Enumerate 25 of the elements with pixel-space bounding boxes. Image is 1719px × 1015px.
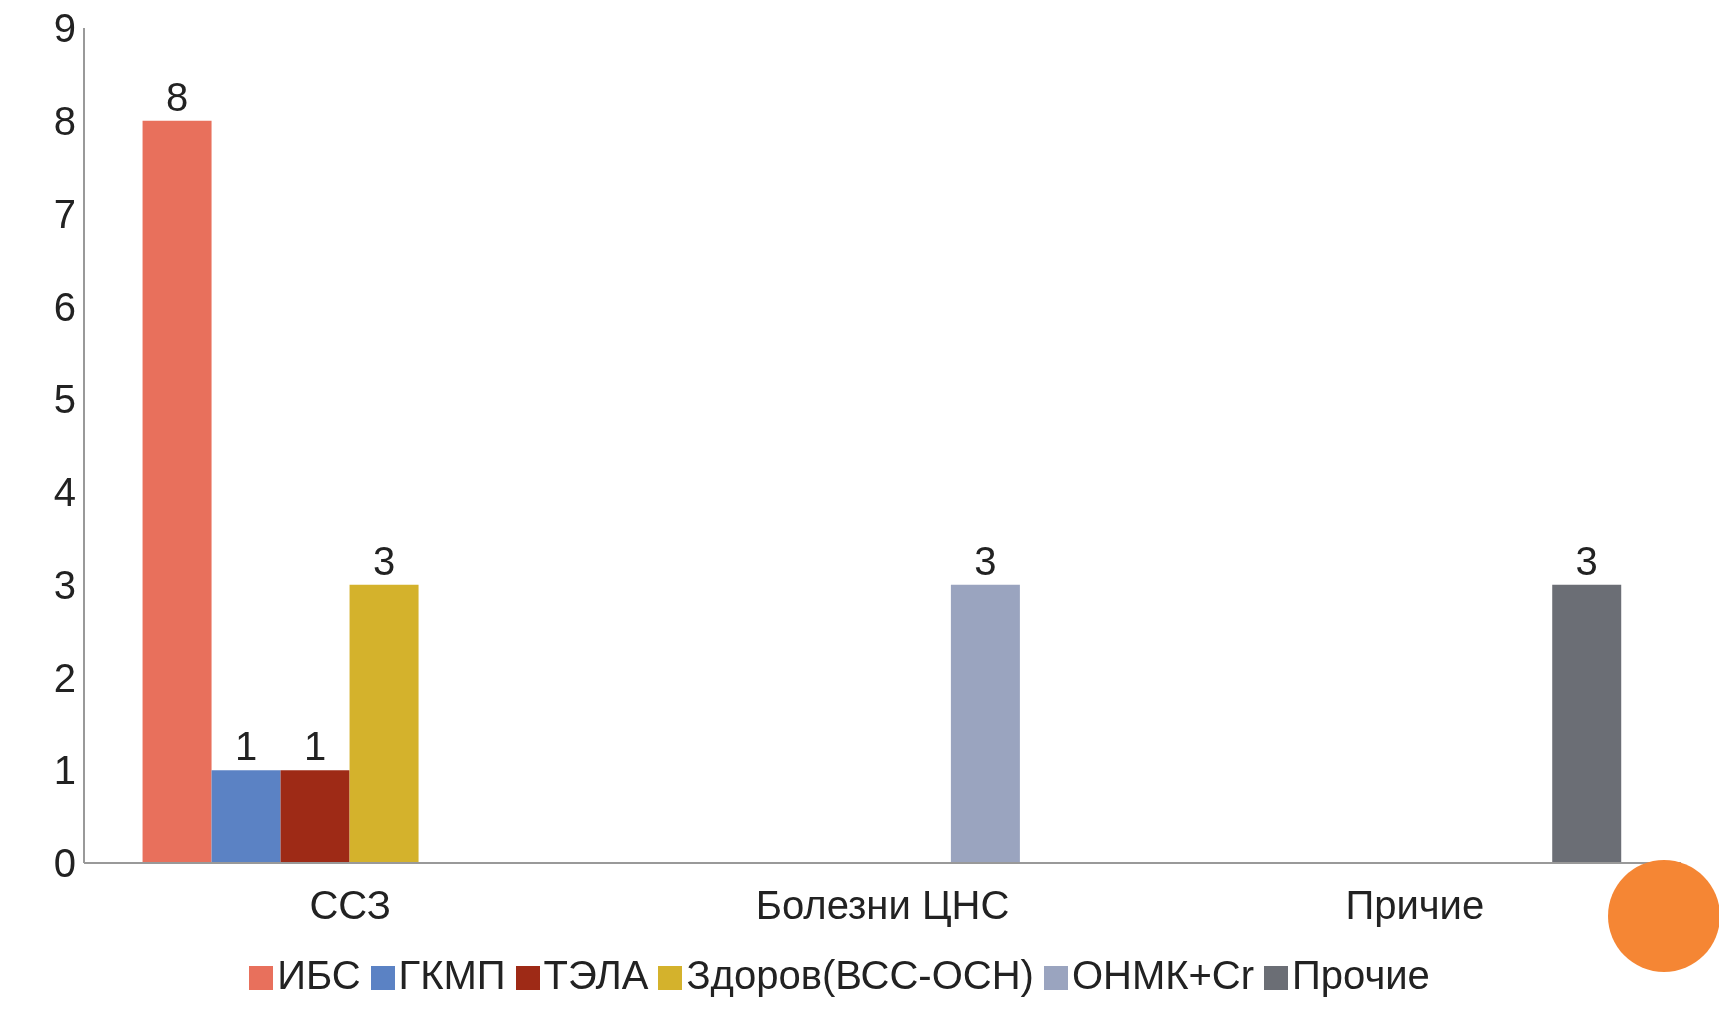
y-tick-label: 6 <box>53 284 76 329</box>
data-label: 8 <box>165 74 189 119</box>
y-tick-label: 5 <box>53 377 76 422</box>
y-tick-label: 4 <box>53 470 76 515</box>
data-label: 1 <box>234 724 258 769</box>
x-tick-label: Болезни ЦНС <box>755 883 1010 928</box>
data-label: 1 <box>303 724 327 769</box>
x-tick-label: Причие <box>1345 883 1485 928</box>
legend-label: Прочие <box>1292 953 1430 997</box>
y-tick-label: 7 <box>53 191 76 236</box>
legend-label: ГКМП <box>398 953 506 997</box>
y-tick-label: 0 <box>53 841 76 886</box>
data-label: 3 <box>1575 538 1598 583</box>
legend-label: Здоров(ВСС-ОСН) <box>686 953 1034 997</box>
y-tick-label: 2 <box>53 655 76 700</box>
data-label: 3 <box>372 538 396 583</box>
legend-label: ОНМК+Cr <box>1071 953 1255 997</box>
y-tick-label: 3 <box>53 562 76 607</box>
y-tick-label: 1 <box>53 748 76 793</box>
y-tick-label: 9 <box>53 6 76 51</box>
legend-label: ИБС <box>277 953 361 997</box>
data-label: 3 <box>974 538 997 583</box>
x-tick-label: ССЗ <box>309 883 391 928</box>
legend-label: ТЭЛА <box>543 953 649 997</box>
y-tick-label: 8 <box>53 98 76 143</box>
